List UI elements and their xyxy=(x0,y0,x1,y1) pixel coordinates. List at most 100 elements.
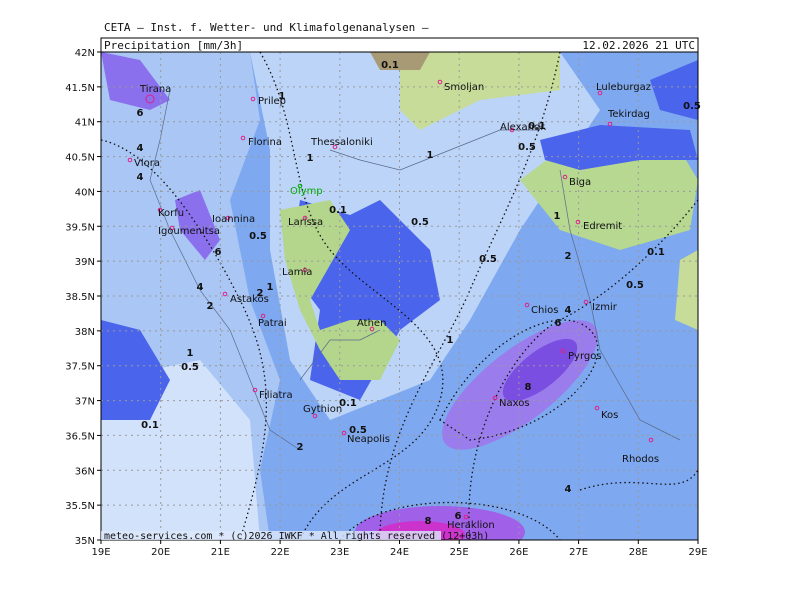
city-marker xyxy=(607,121,613,127)
contour-label: 4 xyxy=(565,484,572,495)
city-marker xyxy=(169,225,175,231)
lat-tick-label: 37.5N xyxy=(65,362,95,373)
city-marker xyxy=(260,313,266,319)
contour-label: 0.1 xyxy=(381,60,399,71)
city-marker xyxy=(341,430,347,436)
lat-tick-label: 36N xyxy=(75,466,95,477)
contour-label: 4 xyxy=(197,282,204,293)
lat-tick-label: 38N xyxy=(75,327,95,338)
city-label: Igoumenitsa xyxy=(158,226,220,237)
contour-label: 1 xyxy=(279,91,286,102)
contour-label: 0.1 xyxy=(329,205,347,216)
city-label: Filiatra xyxy=(259,390,293,401)
contour-label: 1 xyxy=(307,153,314,164)
city-label: Korfu xyxy=(158,208,184,219)
city-label: Tekirdag xyxy=(607,109,650,120)
footer-bg xyxy=(101,531,441,540)
contour-label: 2 xyxy=(297,442,304,453)
lat-tick-label: 40.5N xyxy=(65,153,95,164)
lat-tick-label: 38.5N xyxy=(65,292,95,303)
contour-label: 6 xyxy=(137,108,144,119)
valid-time: 12.02.2026 21 UTC xyxy=(582,39,695,52)
city-marker xyxy=(524,302,530,308)
city-marker xyxy=(492,395,498,401)
institute: CETA – Inst. f. Wetter- und Klimafolgena… xyxy=(104,21,429,34)
lat-tick-label: 36.5N xyxy=(65,431,95,442)
city-label: Heraklion xyxy=(447,520,495,531)
city-label: Izmir xyxy=(592,302,618,313)
city-marker xyxy=(369,326,375,332)
contour-label: 6 xyxy=(455,511,462,522)
contour-label: 0.1 xyxy=(528,121,546,132)
contour-label: 0.5 xyxy=(626,280,644,291)
map-field xyxy=(101,52,698,540)
city-marker xyxy=(437,79,443,85)
city-marker xyxy=(648,437,654,443)
city-label: Biga xyxy=(569,177,591,188)
city-label: Florina xyxy=(248,137,282,148)
lon-tick-label: 25E xyxy=(450,547,469,558)
contour-label: 0.5 xyxy=(683,101,701,112)
footer: meteo-services.com * (c)2026 IWKF * All … xyxy=(104,531,489,542)
lon-tick-label: 19E xyxy=(91,547,110,558)
contour-label: 0.5 xyxy=(181,362,199,373)
city-marker xyxy=(562,174,568,180)
lon-tick-label: 23E xyxy=(330,547,349,558)
city-marker xyxy=(250,96,256,102)
city-label: Kos xyxy=(601,410,618,421)
city-marker xyxy=(240,135,246,141)
contour-label: 1 xyxy=(427,150,434,161)
city-marker xyxy=(225,215,231,221)
contour-label: 0.5 xyxy=(411,217,429,228)
city-label: Tirana xyxy=(139,84,171,95)
city-marker xyxy=(222,291,228,297)
contour-label: 0.1 xyxy=(141,420,159,431)
city-label: Thessaloniki xyxy=(310,137,373,148)
city-marker xyxy=(575,219,581,225)
city-label: Pyrgos xyxy=(568,351,602,362)
city-marker xyxy=(560,348,566,354)
city-label: Rhodos xyxy=(622,454,659,465)
contour-label: 1 xyxy=(554,211,561,222)
city-marker xyxy=(252,387,258,393)
lat-tick-label: 40N xyxy=(75,187,95,198)
lon-tick-label: 24E xyxy=(390,547,409,558)
city-label: Smoljan xyxy=(444,82,484,93)
contour-label: 8 xyxy=(525,382,532,393)
city-marker xyxy=(302,215,308,221)
lat-tick-label: 35.5N xyxy=(65,501,95,512)
lat-tick-label: 37N xyxy=(75,397,95,408)
city-label: Astakos xyxy=(230,294,269,305)
lon-tick-label: 26E xyxy=(509,547,528,558)
city-marker xyxy=(157,207,163,213)
contour-label: 6 xyxy=(215,247,222,258)
map-labels: Tirana Prilep Florina Thessaloniki Smoljan Lu… xyxy=(127,60,701,531)
contour-label: 4 xyxy=(137,172,144,183)
contour-label: 1 xyxy=(267,282,274,293)
city-marker xyxy=(583,299,589,305)
city-label: Athen xyxy=(357,318,386,329)
city-label: Luleburgaz xyxy=(596,82,651,93)
contour-label: 0.5 xyxy=(349,425,367,436)
city-marker xyxy=(127,157,133,163)
contour-label: 4 xyxy=(137,143,144,154)
city-label: Vlora xyxy=(134,158,160,169)
city-label: Olymp xyxy=(290,186,323,197)
city-label: Larissa xyxy=(288,217,323,228)
contour-label: 2 xyxy=(207,301,214,312)
city-label: Prilep xyxy=(258,96,286,107)
lon-tick-label: 29E xyxy=(688,547,707,558)
city-label: Ioannina xyxy=(212,214,255,225)
city-marker xyxy=(463,514,469,520)
city-label: Neapolis xyxy=(347,434,390,445)
lat-tick-label: 41N xyxy=(75,118,95,129)
lat-tick-label: 39.5N xyxy=(65,222,95,233)
contour-label: 0.5 xyxy=(518,142,536,153)
contour-label: 6 xyxy=(555,318,562,329)
city-marker xyxy=(302,267,308,273)
city-marker xyxy=(297,183,303,189)
lat-tick-label: 39N xyxy=(75,257,95,268)
city-marker xyxy=(597,90,603,96)
city-label: Edremit xyxy=(583,221,622,232)
lon-tick-label: 28E xyxy=(629,547,648,558)
